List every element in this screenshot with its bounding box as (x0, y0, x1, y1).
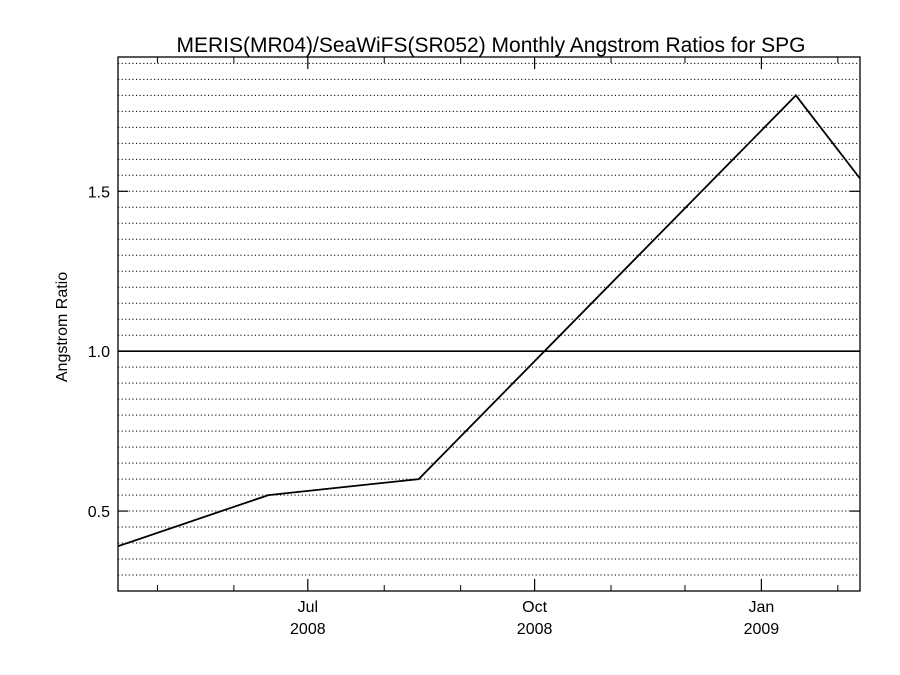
x-tick-label-year: 2008 (290, 621, 326, 638)
data-series (117, 94, 861, 548)
x-tick-label-year: 2009 (744, 621, 780, 638)
chart-title: MERIS(MR04)/SeaWiFS(SR052) Monthly Angst… (176, 34, 805, 57)
x-tick-label-month: Jan (748, 599, 774, 616)
y-tick-label: 1.0 (88, 344, 110, 361)
axis-ticks: 0.5 1.0 1.5 Jul 2008 Oct 2008 Jan 2009 (88, 57, 860, 638)
series-line (117, 94, 861, 548)
x-tick-label-month: Oct (522, 599, 547, 616)
y-axis-label: Angstrom Ratio (54, 272, 71, 382)
gridlines (118, 62, 860, 592)
y-tick-label: 1.5 (88, 184, 110, 201)
plot-frame (117, 56, 861, 592)
x-tick-label-month: Jul (298, 599, 318, 616)
x-tick-label-year: 2008 (517, 621, 553, 638)
y-tick-label: 0.5 (88, 504, 110, 521)
